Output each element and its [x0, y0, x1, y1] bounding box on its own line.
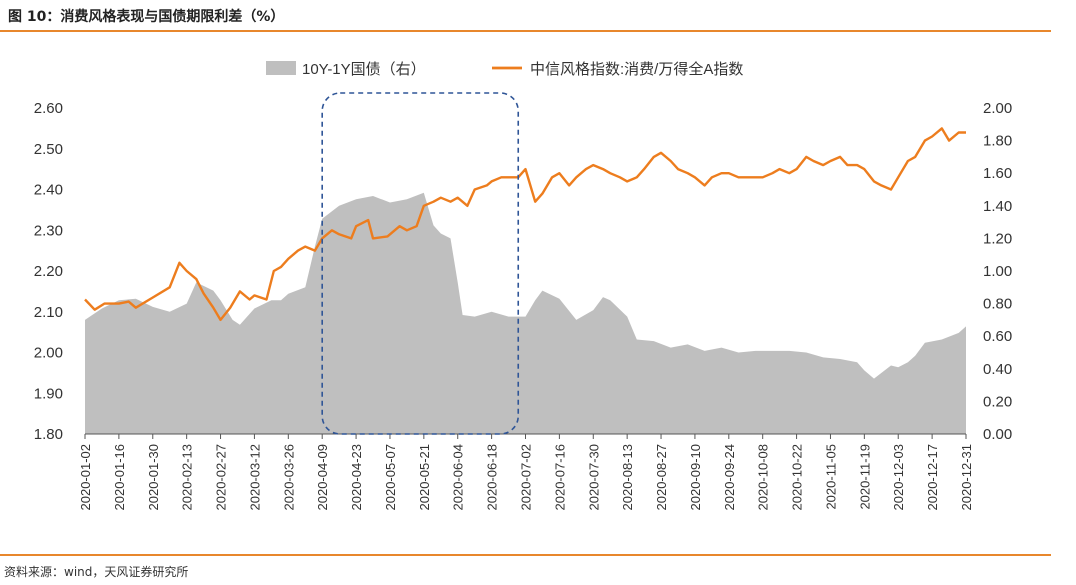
figure-title: 图 10：消费风格表现与国债期限利差（%） [8, 9, 285, 25]
x-tick-label: 2020-04-09 [315, 444, 330, 511]
x-tick-label: 2020-09-24 [722, 444, 737, 511]
x-tick-label: 2020-07-16 [552, 444, 567, 511]
y-right-tick-label: 1.80 [983, 133, 1012, 150]
y-right-tick-label: 0.00 [983, 426, 1012, 443]
y-left-tick-label: 2.40 [34, 182, 63, 199]
x-tick-label: 2020-01-30 [146, 444, 161, 511]
x-tick-label: 2020-04-23 [349, 444, 364, 511]
x-tick-label: 2020-11-19 [857, 444, 872, 510]
style-index-line-layer [84, 127, 966, 322]
y-left-tick-label: 2.20 [34, 263, 63, 280]
y-right-tick-label: 1.00 [983, 263, 1012, 280]
y-right-tick-label: 2.00 [983, 100, 1012, 117]
y-right-tick-label: 0.80 [983, 296, 1012, 313]
y-left-tick-label: 2.00 [34, 345, 63, 362]
x-tick-label: 2020-12-03 [891, 444, 906, 511]
source-note: 资料来源：wind，天风证券研究所 [4, 565, 189, 579]
x-tick-label: 2020-12-17 [925, 444, 940, 511]
y-right-tick-label: 1.60 [983, 165, 1012, 182]
x-tick-label: 2020-03-26 [281, 444, 296, 511]
y-right-tick-label: 1.20 [983, 230, 1012, 247]
y-left-tick-label: 2.10 [34, 304, 63, 321]
y-left-tick-label: 2.50 [34, 141, 63, 158]
x-tick-label: 2020-06-18 [485, 444, 500, 511]
top-rule [0, 30, 1051, 32]
y-right-tick-label: 0.60 [983, 328, 1012, 345]
x-tick-label: 2020-11-05 [824, 444, 839, 510]
legend: 10Y-1Y国债（右） 中信风格指数:消费/万得全A指数 [266, 60, 743, 78]
x-tick-label: 2020-07-02 [519, 444, 534, 511]
x-tick-label: 2020-10-22 [790, 444, 805, 511]
x-tick-label: 2020-05-21 [417, 444, 432, 511]
bottom-rule [0, 554, 1051, 556]
y-right-tick-label: 0.40 [983, 361, 1012, 378]
y-left-tick-label: 2.60 [34, 100, 63, 117]
y-right-tick-label: 1.40 [983, 198, 1012, 215]
spread-area-layer [85, 192, 966, 434]
chart: 2020-01-02 2020-01-16 2020-01-30 2020-02-13… [34, 60, 1012, 511]
x-tick-label: 2020-01-16 [112, 444, 127, 511]
y-left-tick-label: 1.90 [34, 385, 63, 402]
legend-label-area: 10Y-1Y国债（右） [302, 61, 426, 78]
spread-area [85, 192, 966, 434]
x-tick-label: 2020-01-02 [78, 444, 93, 511]
legend-label-line: 中信风格指数:消费/万得全A指数 [530, 60, 743, 78]
x-tick-label: 2020-02-13 [180, 444, 195, 511]
x-tick-label: 2020-10-08 [756, 444, 771, 511]
x-tick-label: 2020-05-07 [383, 444, 398, 511]
x-tick-label: 2020-06-04 [451, 444, 466, 511]
y-left-tick-label: 1.80 [34, 426, 63, 443]
x-tick-label: 2020-02-27 [214, 444, 229, 511]
x-tick-label: 2020-07-30 [586, 444, 601, 511]
x-tick-label: 2020-03-12 [247, 444, 262, 511]
legend-swatch-area [266, 61, 296, 75]
x-tick-label: 2020-09-10 [688, 444, 703, 511]
x-tick-label: 2020-08-27 [654, 444, 669, 511]
x-tick-label: 2020-12-31 [959, 444, 974, 511]
x-tick-label: 2020-08-13 [620, 444, 635, 511]
y-left-tick-label: 2.30 [34, 222, 63, 239]
axes: 2020-01-02 2020-01-16 2020-01-30 2020-02-13… [34, 100, 1012, 511]
y-right-tick-label: 0.20 [983, 393, 1012, 410]
style-index-line [84, 127, 966, 322]
